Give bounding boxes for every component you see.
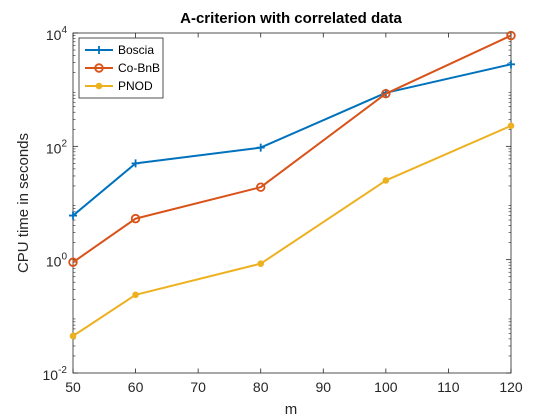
- data-point-boscia: [131, 159, 140, 168]
- data-point-boscia: [256, 143, 265, 152]
- data-point-co-bnb: [130, 213, 141, 224]
- series-line-co-bnb: [72, 34, 512, 264]
- y-axis-label: CPU time in seconds: [15, 133, 32, 273]
- legend-label-co-bnb: Co-BnB: [118, 61, 160, 75]
- data-point-pnod: [257, 260, 265, 267]
- chart-title: A-criterion with correlated data: [180, 10, 402, 27]
- y-tick-label: 102: [46, 138, 68, 156]
- x-tick-label: 110: [437, 379, 460, 395]
- data-point-co-bnb: [68, 257, 78, 267]
- x-tick-label: 80: [253, 379, 269, 395]
- y-tick-label: 10-2: [43, 365, 68, 383]
- data-point-co-bnb: [381, 88, 391, 99]
- data-point-pnod: [382, 177, 390, 184]
- x-tick-label: 70: [190, 379, 206, 395]
- legend-marker-boscia: [95, 46, 103, 54]
- data-point-pnod: [132, 291, 139, 299]
- y-tick-label: 100: [46, 252, 68, 270]
- x-tick-label: 100: [374, 379, 398, 395]
- y-tick-label: 104: [46, 25, 68, 43]
- legend: Boscia Co-BnB PNOD: [78, 37, 164, 99]
- legend-marker-pnod: [95, 82, 103, 90]
- x-tick-label: 120: [499, 379, 523, 395]
- data-point-boscia: [69, 211, 77, 220]
- x-tick-label: 50: [65, 379, 81, 395]
- legend-label-boscia: Boscia: [118, 43, 154, 57]
- x-axis-label: m: [285, 401, 298, 418]
- data-point-co-bnb: [256, 182, 266, 192]
- data-point-boscia: [507, 60, 515, 69]
- data-point-co-bnb: [506, 30, 516, 41]
- legend-marker-co-bnb: [94, 63, 104, 73]
- x-tick-label: 90: [315, 379, 331, 395]
- x-tick-label: 60: [128, 379, 144, 395]
- data-point-pnod: [507, 122, 515, 130]
- legend-label-pnod: PNOD: [118, 79, 153, 93]
- data-point-pnod: [69, 332, 77, 340]
